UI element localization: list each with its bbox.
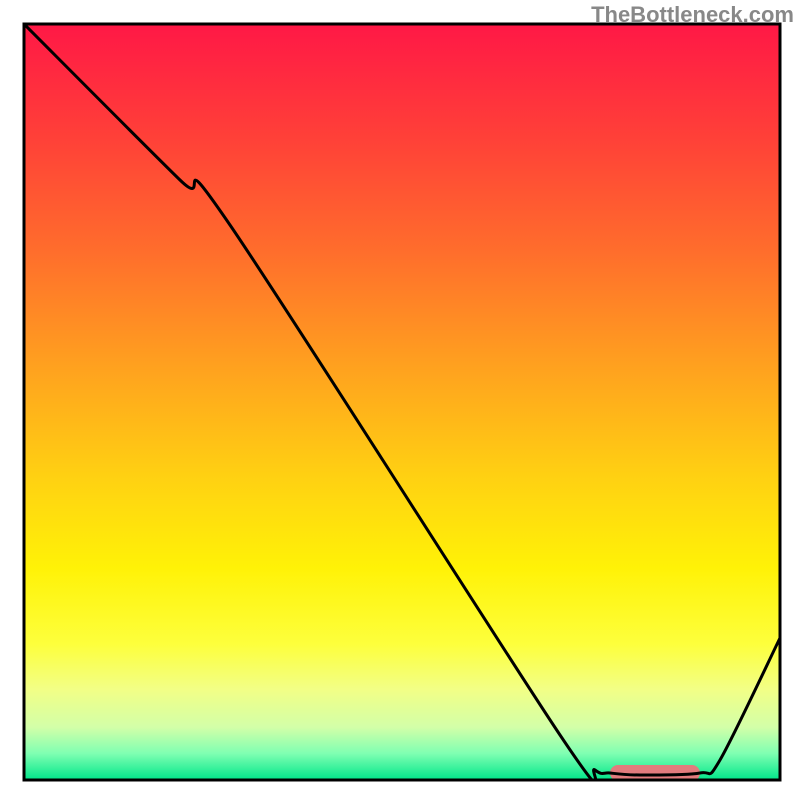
bottleneck-chart — [0, 0, 800, 800]
chart-container: { "watermark": { "text": "TheBottleneck.… — [0, 0, 800, 800]
watermark-text: TheBottleneck.com — [591, 2, 794, 28]
